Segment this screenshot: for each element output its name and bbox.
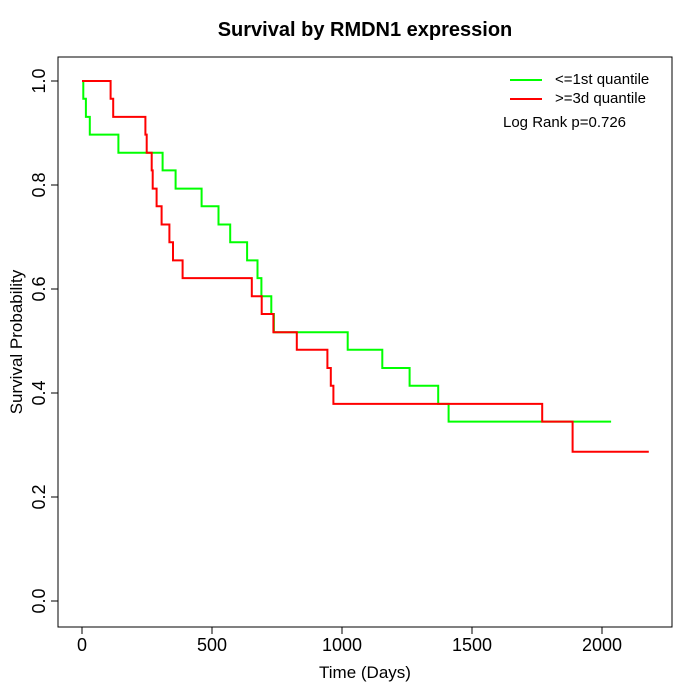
y-tick-label: 0.6 <box>29 276 49 301</box>
km-curve-low-quantile <box>82 80 612 423</box>
x-tick-label: 2000 <box>582 635 622 655</box>
legend-line-red-swatch <box>510 97 542 100</box>
y-tick-label: 0.8 <box>29 172 49 197</box>
chart-title: Survival by RMDN1 expression <box>217 19 513 41</box>
x-axis-title: Time (Days) <box>319 663 411 682</box>
log-rank-annotation: Log Rank p=0.726 <box>503 114 627 131</box>
y-tick-label: 1.0 <box>29 68 49 93</box>
x-tick-label: 1500 <box>452 635 492 655</box>
legend-item-low-quantile: <=1st quantile <box>510 70 649 89</box>
y-tick-label: 0.2 <box>29 484 49 509</box>
x-tick-label: 0 <box>77 635 87 655</box>
plot-box <box>57 56 673 628</box>
y-axis-title: Survival Probability <box>7 269 26 415</box>
y-tick-label: 0.4 <box>29 380 49 405</box>
legend-label-low-quantile: <=1st quantile <box>555 71 650 88</box>
km-curve-high-quantile <box>82 80 649 453</box>
y-tick-label: 0.0 <box>29 588 49 613</box>
legend-label-high-quantile: >=3d quantile <box>555 90 646 107</box>
legend-item-high-quantile: >=3d quantile <box>510 89 649 108</box>
legend: <=1st quantile >=3d quantile Log Rank p=… <box>503 70 649 132</box>
legend-line-green-swatch <box>510 78 542 81</box>
x-tick-label: 500 <box>197 635 227 655</box>
x-tick-label: 1000 <box>322 635 362 655</box>
